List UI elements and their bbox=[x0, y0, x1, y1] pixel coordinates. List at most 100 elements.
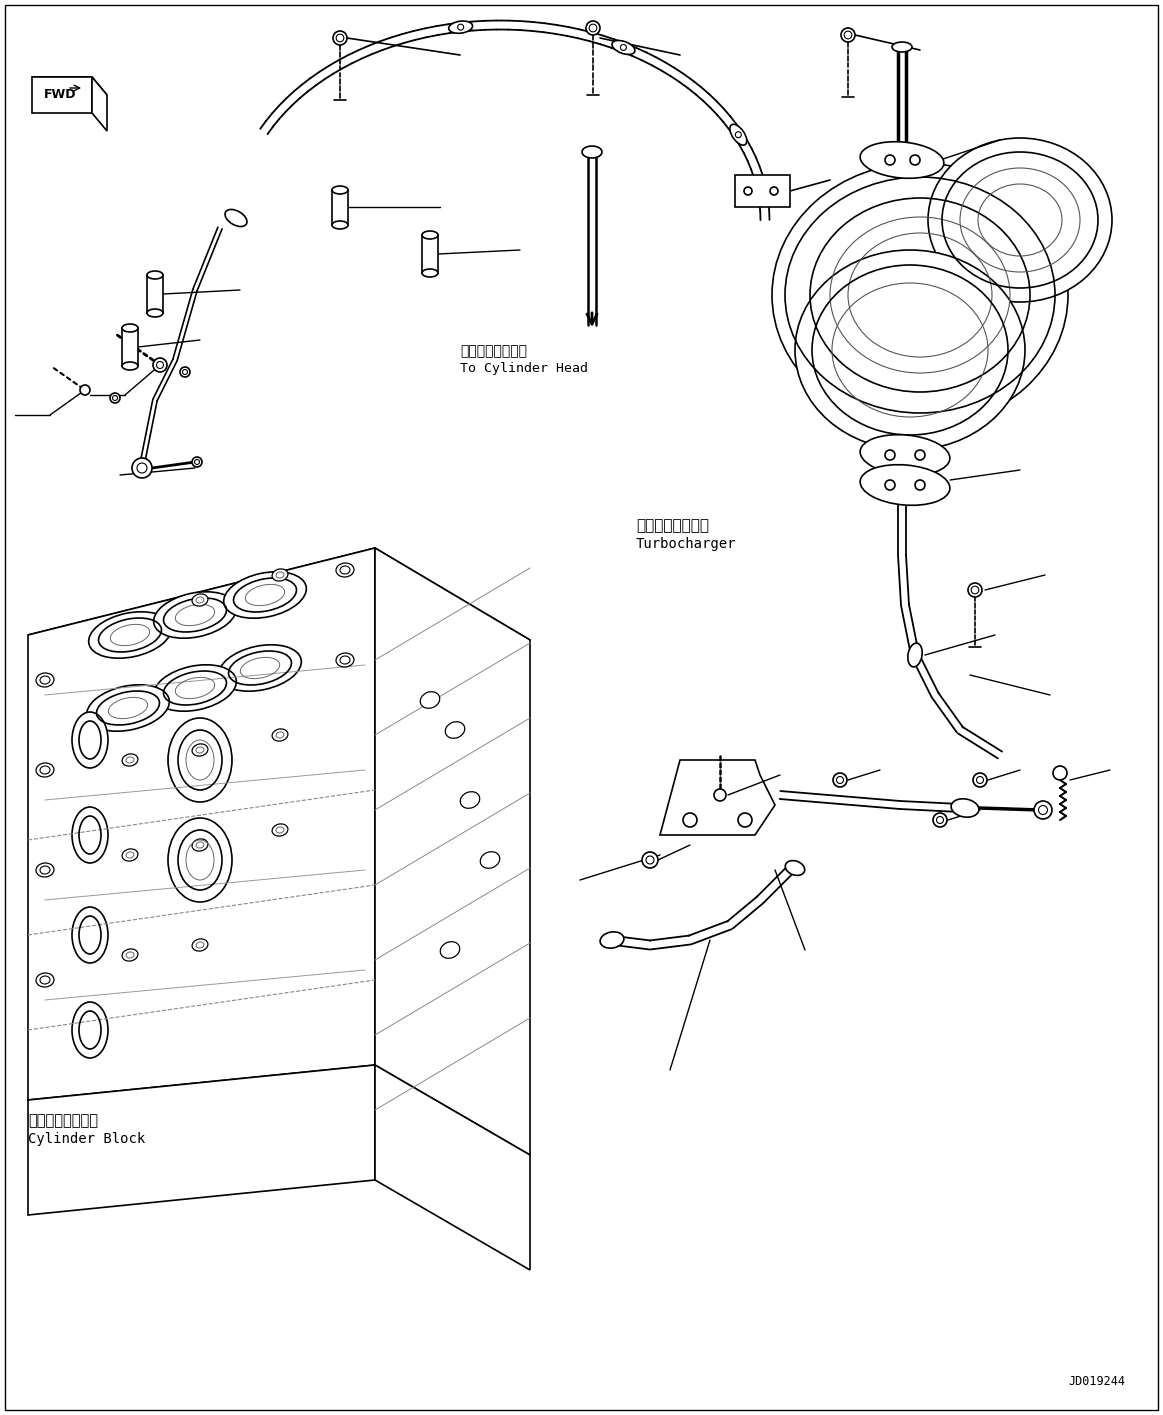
Circle shape bbox=[885, 450, 896, 460]
Circle shape bbox=[194, 460, 200, 464]
Ellipse shape bbox=[219, 645, 301, 691]
Circle shape bbox=[885, 480, 896, 490]
Circle shape bbox=[137, 463, 147, 473]
Ellipse shape bbox=[87, 685, 170, 732]
Circle shape bbox=[841, 28, 855, 42]
Ellipse shape bbox=[167, 717, 231, 802]
Ellipse shape bbox=[582, 146, 602, 158]
Ellipse shape bbox=[122, 849, 138, 862]
Circle shape bbox=[915, 450, 925, 460]
Ellipse shape bbox=[192, 940, 208, 951]
Circle shape bbox=[933, 814, 947, 826]
Circle shape bbox=[110, 393, 120, 403]
Ellipse shape bbox=[122, 754, 138, 766]
Polygon shape bbox=[659, 760, 775, 835]
Ellipse shape bbox=[223, 572, 306, 618]
Polygon shape bbox=[28, 548, 530, 730]
Ellipse shape bbox=[36, 763, 53, 777]
Ellipse shape bbox=[147, 308, 163, 317]
Circle shape bbox=[915, 480, 925, 490]
Ellipse shape bbox=[72, 712, 108, 768]
Circle shape bbox=[714, 790, 726, 801]
Circle shape bbox=[113, 396, 117, 400]
Ellipse shape bbox=[122, 362, 138, 369]
Ellipse shape bbox=[72, 1002, 108, 1058]
Circle shape bbox=[620, 44, 627, 51]
Ellipse shape bbox=[72, 907, 108, 964]
Circle shape bbox=[744, 187, 752, 195]
Text: FWD: FWD bbox=[44, 88, 77, 100]
Ellipse shape bbox=[928, 139, 1112, 301]
Circle shape bbox=[973, 773, 987, 787]
Bar bbox=[331, 190, 348, 225]
Ellipse shape bbox=[272, 824, 288, 836]
Polygon shape bbox=[28, 1065, 374, 1215]
Circle shape bbox=[836, 777, 843, 784]
Ellipse shape bbox=[772, 163, 1068, 427]
Text: シリンダブロック: シリンダブロック bbox=[28, 1114, 98, 1128]
Text: Cylinder Block: Cylinder Block bbox=[28, 1132, 145, 1146]
Circle shape bbox=[770, 187, 778, 195]
Ellipse shape bbox=[336, 563, 354, 577]
Circle shape bbox=[1053, 766, 1066, 780]
Bar bbox=[735, 175, 790, 207]
Circle shape bbox=[936, 816, 943, 824]
Ellipse shape bbox=[192, 594, 208, 606]
Ellipse shape bbox=[122, 324, 138, 333]
Circle shape bbox=[977, 777, 984, 784]
Ellipse shape bbox=[154, 665, 236, 712]
Ellipse shape bbox=[441, 942, 459, 958]
Polygon shape bbox=[374, 1065, 530, 1271]
Ellipse shape bbox=[420, 692, 440, 709]
Ellipse shape bbox=[192, 744, 208, 756]
Ellipse shape bbox=[72, 807, 108, 863]
Ellipse shape bbox=[951, 799, 979, 818]
Ellipse shape bbox=[272, 569, 288, 582]
Circle shape bbox=[833, 773, 847, 787]
Circle shape bbox=[457, 24, 464, 30]
Circle shape bbox=[1034, 801, 1053, 819]
Ellipse shape bbox=[892, 42, 912, 52]
Ellipse shape bbox=[154, 591, 236, 638]
Ellipse shape bbox=[36, 863, 53, 877]
Ellipse shape bbox=[730, 125, 747, 146]
Ellipse shape bbox=[795, 250, 1025, 450]
Ellipse shape bbox=[224, 209, 247, 226]
Circle shape bbox=[645, 856, 654, 865]
Bar bbox=[147, 275, 163, 313]
Circle shape bbox=[683, 814, 697, 826]
Circle shape bbox=[844, 31, 851, 38]
Circle shape bbox=[333, 31, 347, 45]
Circle shape bbox=[80, 385, 90, 395]
Circle shape bbox=[642, 852, 658, 867]
Text: To Cylinder Head: To Cylinder Head bbox=[461, 362, 588, 375]
Ellipse shape bbox=[480, 852, 500, 869]
Ellipse shape bbox=[422, 231, 438, 239]
Circle shape bbox=[739, 814, 752, 826]
Ellipse shape bbox=[272, 729, 288, 741]
Ellipse shape bbox=[422, 269, 438, 277]
Circle shape bbox=[586, 21, 600, 35]
Bar bbox=[122, 328, 138, 366]
Polygon shape bbox=[92, 76, 107, 132]
Ellipse shape bbox=[861, 142, 944, 178]
Text: Turbocharger: Turbocharger bbox=[636, 538, 736, 550]
Polygon shape bbox=[28, 548, 374, 1099]
Circle shape bbox=[971, 586, 979, 594]
Ellipse shape bbox=[36, 974, 53, 988]
Polygon shape bbox=[33, 76, 107, 95]
Ellipse shape bbox=[167, 818, 231, 901]
Polygon shape bbox=[374, 548, 530, 1155]
Ellipse shape bbox=[336, 652, 354, 666]
Ellipse shape bbox=[612, 41, 635, 54]
Text: JD019244: JD019244 bbox=[1068, 1375, 1125, 1388]
Ellipse shape bbox=[861, 464, 950, 505]
Ellipse shape bbox=[461, 791, 480, 808]
Ellipse shape bbox=[908, 644, 922, 666]
Ellipse shape bbox=[88, 611, 171, 658]
Circle shape bbox=[735, 132, 741, 137]
Ellipse shape bbox=[331, 185, 348, 194]
Bar bbox=[422, 235, 438, 273]
Circle shape bbox=[192, 457, 202, 467]
Circle shape bbox=[131, 458, 152, 478]
